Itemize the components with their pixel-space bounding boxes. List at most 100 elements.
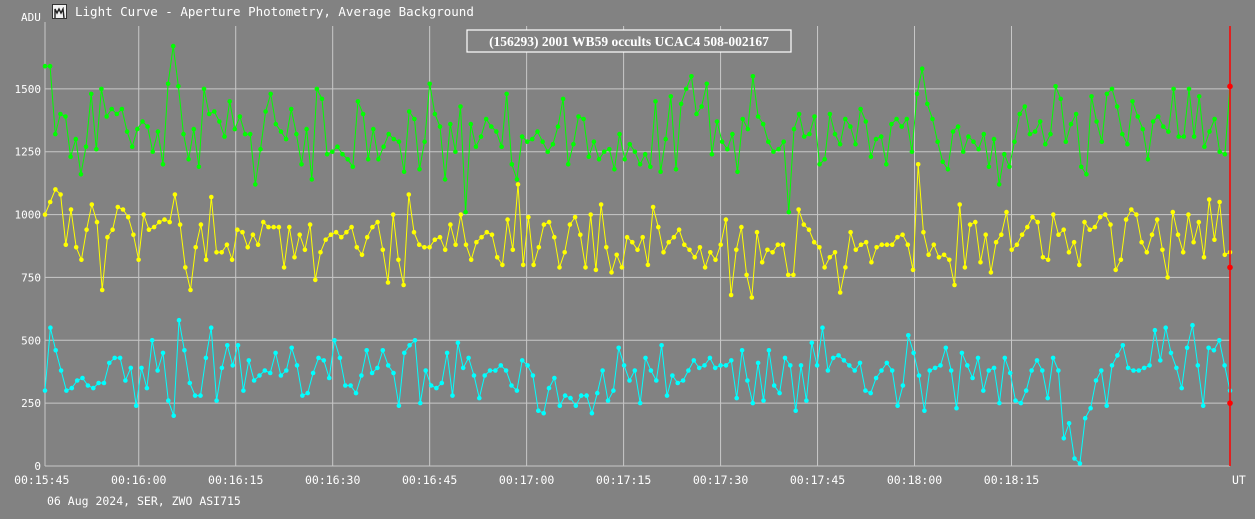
data-point <box>187 380 193 386</box>
data-point <box>843 265 848 270</box>
data-point <box>326 375 332 381</box>
data-point <box>1170 209 1176 215</box>
data-point <box>257 373 262 378</box>
data-point <box>307 222 313 227</box>
data-point <box>448 121 453 127</box>
data-point <box>1195 363 1201 368</box>
data-point <box>468 257 474 263</box>
data-point <box>203 257 209 263</box>
data-point <box>571 141 576 147</box>
data-point <box>241 388 246 393</box>
data-point <box>1109 363 1115 368</box>
data-point <box>567 222 573 227</box>
data-point <box>552 375 557 381</box>
data-point <box>807 131 812 137</box>
data-point <box>955 124 961 129</box>
data-point <box>713 257 718 263</box>
data-point <box>406 109 412 114</box>
data-point <box>1166 129 1171 134</box>
data-point <box>371 126 376 132</box>
data-point <box>926 252 931 258</box>
data-point <box>242 131 248 137</box>
data-point <box>359 373 364 378</box>
data-point <box>324 151 330 157</box>
x-tick-label: 00:17:00 <box>499 473 554 487</box>
data-point <box>1087 227 1092 232</box>
data-point <box>99 287 105 293</box>
data-point <box>820 325 825 331</box>
data-point <box>136 257 141 263</box>
cursor-marker <box>1227 264 1233 271</box>
data-point <box>1077 262 1082 268</box>
data-point <box>1135 114 1140 119</box>
data-point <box>931 242 937 247</box>
data-point <box>96 380 101 386</box>
data-point <box>658 169 663 175</box>
data-point <box>94 219 100 225</box>
data-point <box>1186 86 1192 92</box>
light-curve-app-icon[interactable] <box>52 4 67 19</box>
data-point <box>1196 219 1202 225</box>
data-point <box>697 245 703 250</box>
data-point <box>267 370 273 376</box>
data-point <box>58 368 64 373</box>
data-point <box>337 355 343 361</box>
data-point <box>471 373 477 378</box>
data-point <box>411 229 417 235</box>
x-tick-label: 00:16:00 <box>111 473 166 487</box>
data-point <box>598 202 604 207</box>
data-point <box>791 272 796 278</box>
data-point <box>1181 134 1187 139</box>
data-point <box>124 129 130 134</box>
data-point <box>193 245 198 250</box>
data-point <box>884 242 890 247</box>
data-point <box>1158 358 1163 363</box>
data-point <box>1222 363 1227 368</box>
data-point <box>1125 365 1131 371</box>
data-point <box>165 81 171 87</box>
data-point <box>983 232 988 237</box>
data-point <box>1114 104 1120 109</box>
data-point <box>146 227 152 232</box>
data-point <box>562 393 568 398</box>
data-point <box>478 134 484 139</box>
data-point <box>381 144 386 149</box>
data-point <box>609 270 614 275</box>
data-point <box>596 157 602 162</box>
window-title: Light Curve - Aperture Photometry, Avera… <box>75 4 474 19</box>
data-point <box>230 363 235 368</box>
data-point <box>640 234 645 240</box>
data-point <box>123 378 128 383</box>
data-point <box>1125 141 1130 147</box>
data-point <box>1014 242 1020 247</box>
data-point <box>1077 461 1083 466</box>
data-point <box>576 114 581 119</box>
data-point <box>302 247 308 253</box>
data-point <box>1129 207 1134 212</box>
data-point <box>1123 217 1129 222</box>
data-point <box>1089 94 1094 99</box>
data-point <box>895 234 900 240</box>
data-point <box>760 121 766 127</box>
data-point <box>1140 126 1146 132</box>
data-point <box>390 212 396 217</box>
data-point <box>673 167 679 172</box>
data-point <box>186 157 191 162</box>
data-point <box>940 159 945 165</box>
data-point <box>176 84 181 89</box>
data-point <box>899 124 904 129</box>
y-tick-label: 1500 <box>15 83 42 96</box>
data-point <box>601 149 607 154</box>
data-point <box>287 224 292 230</box>
data-point <box>391 370 396 376</box>
data-point <box>804 398 809 403</box>
data-point <box>879 368 884 373</box>
data-point <box>905 242 911 247</box>
data-point <box>477 395 482 401</box>
data-point <box>1051 212 1056 217</box>
data-point <box>448 222 453 227</box>
data-point <box>1206 345 1211 351</box>
data-point <box>418 400 423 406</box>
data-point <box>442 177 448 182</box>
data-point <box>78 172 84 177</box>
